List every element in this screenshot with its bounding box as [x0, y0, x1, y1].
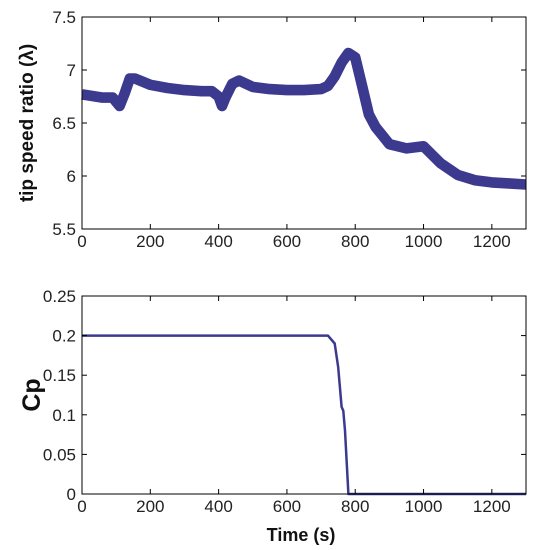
- cp-xtick-label: 1200: [473, 497, 511, 516]
- cp-xtick-label: 1000: [405, 497, 443, 516]
- tsr-xtick-label: 800: [341, 232, 369, 251]
- tsr-xtick-label: 1200: [473, 232, 511, 251]
- tsr-ytick-label: 6: [67, 167, 76, 186]
- tsr-xtick-label: 600: [273, 232, 301, 251]
- power-coefficient-panel: 0 200 400 600 800 1000 1200 0 0.05 0.1 0.15 0.2 0.25…: [18, 287, 527, 545]
- tsr-ytick-label: 5.5: [52, 220, 76, 239]
- cp-ylabel: Cp: [18, 378, 46, 411]
- cp-series-line: [82, 334, 526, 496]
- tsr-xtick-label: 0: [77, 232, 86, 251]
- cp-xtick-label: 400: [204, 497, 232, 516]
- tip-speed-ratio-panel: 0 200 400 600 800 1000 1200 5.5 6 6.5 7 7.5 tip spee…: [17, 8, 527, 251]
- tsr-ytick-label: 7.5: [52, 8, 76, 27]
- cp-xtick-label: 200: [136, 497, 164, 516]
- tsr-series-line: [81, 47, 527, 190]
- cp-ytick-label: 0.05: [43, 445, 76, 464]
- cp-ytick-label: 0: [67, 485, 76, 504]
- cp-xtick-label: 600: [273, 497, 301, 516]
- tsr-ylabel: tip speed ratio (λ): [17, 44, 38, 202]
- cp-xtick-label: 800: [341, 497, 369, 516]
- cp-xlabel: Time (s): [267, 525, 336, 545]
- cp-xtick-label: 0: [77, 497, 86, 516]
- tsr-xtick-label: 400: [204, 232, 232, 251]
- cp-ytick-label: 0.15: [43, 366, 76, 385]
- cp-ytick-label: 0.25: [43, 287, 76, 306]
- cp-plot-frame: [81, 295, 527, 495]
- tsr-ytick-label: 7: [67, 61, 76, 80]
- tsr-ytick-label: 6.5: [52, 114, 76, 133]
- tsr-plot-frame: [81, 16, 527, 230]
- tsr-xtick-label: 1000: [405, 232, 443, 251]
- cp-ytick-label: 0.1: [52, 406, 76, 425]
- tsr-xtick-label: 200: [136, 232, 164, 251]
- cp-ytick-label: 0.2: [52, 327, 76, 346]
